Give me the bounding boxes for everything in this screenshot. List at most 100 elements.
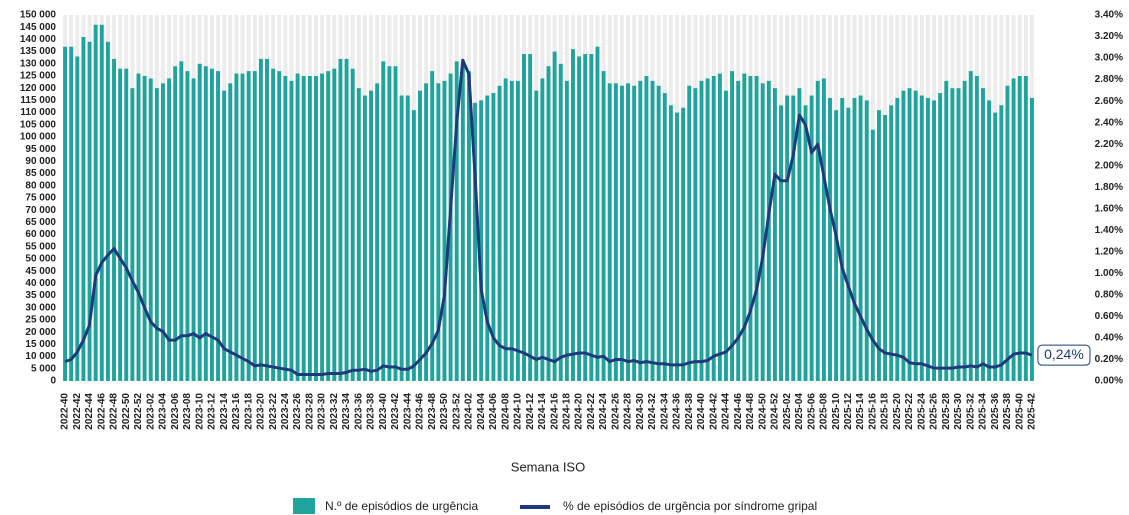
x-tick-label: 2025-16 — [867, 393, 878, 430]
legend-label: % de episódios de urgência por síndrome … — [563, 499, 817, 513]
bar — [399, 95, 404, 382]
x-tick-label: 2023-34 — [341, 393, 352, 430]
y-tick-label: 85 000 — [25, 168, 56, 179]
y-tick-label: 80 000 — [25, 180, 56, 191]
bar — [601, 71, 606, 382]
y-tick-label: 90 000 — [25, 156, 56, 167]
bar — [283, 76, 288, 381]
x-tick-label: 2023-14 — [219, 393, 230, 430]
bar — [130, 88, 135, 381]
x-tick-label: 2024-50 — [757, 393, 768, 430]
x-tick-label: 2025-10 — [831, 393, 842, 430]
y-tick-label: 35 000 — [25, 290, 56, 301]
x-tick-label: 2023-16 — [231, 393, 242, 430]
bar — [546, 66, 551, 382]
bar — [944, 80, 949, 381]
x-tick-label: 2024-44 — [721, 393, 732, 430]
bar — [650, 80, 655, 381]
bar — [613, 83, 618, 381]
bar — [1029, 97, 1034, 382]
x-tick-label: 2024-14 — [537, 393, 548, 430]
x-tick-label: 2025-30 — [953, 393, 964, 430]
bar — [148, 78, 153, 381]
x-tick-label: 2023-30 — [317, 393, 328, 430]
bar — [424, 83, 429, 381]
annotation-box — [1037, 344, 1091, 366]
bar — [191, 78, 196, 381]
y-tick-label: 95 000 — [25, 144, 56, 155]
bar — [69, 46, 74, 381]
y-tick-label: 100 000 — [20, 132, 57, 143]
x-tick-label: 2023-40 — [378, 393, 389, 430]
y-tick-label: 55 000 — [25, 241, 56, 252]
bar — [577, 56, 582, 381]
bar — [369, 90, 373, 381]
x-tick-label: 2024-46 — [733, 393, 744, 430]
x-tick-label: 2023-22 — [268, 393, 279, 430]
bar — [558, 63, 563, 382]
bar — [381, 61, 386, 382]
bar — [491, 93, 496, 381]
bar — [362, 95, 367, 382]
bar — [968, 71, 973, 382]
bar — [919, 95, 924, 382]
bar — [234, 73, 239, 381]
bar — [540, 78, 545, 381]
bar — [301, 76, 306, 381]
bar — [515, 80, 520, 381]
bar — [913, 90, 918, 381]
y2-tick-label: 3.00% — [1095, 53, 1123, 64]
y2-tick-label: 3.40% — [1095, 10, 1123, 21]
bar — [173, 66, 178, 382]
x-tick-label: 2022-46 — [96, 393, 107, 430]
x-tick-label: 2023-50 — [439, 393, 450, 430]
bar — [154, 88, 159, 381]
x-tick-label: 2023-32 — [329, 393, 340, 430]
bar — [589, 54, 594, 381]
x-tick-label: 2022-50 — [121, 393, 132, 430]
bar — [203, 66, 208, 382]
bar — [228, 83, 233, 381]
x-tick-label: 2024-06 — [488, 393, 499, 430]
bar — [724, 90, 728, 381]
x-tick-label: 2023-04 — [158, 393, 169, 430]
bar — [320, 73, 325, 381]
y2-tick-label: 0.00% — [1095, 376, 1123, 387]
y2-tick-label: 2.20% — [1095, 139, 1123, 150]
bar — [497, 85, 502, 381]
y-tick-label: 0 — [50, 376, 56, 387]
x-tick-label: 2023-48 — [427, 393, 438, 430]
bar — [938, 93, 943, 381]
bar — [907, 88, 912, 381]
y-tick-label: 125 000 — [20, 71, 57, 82]
bar — [681, 107, 686, 381]
x-tick-label: 2025-40 — [1014, 393, 1025, 430]
bar — [436, 83, 441, 381]
x-tick-label: 2024-52 — [770, 393, 781, 430]
bar — [454, 61, 459, 382]
bar — [466, 71, 471, 382]
bar — [662, 93, 667, 381]
x-tick-label: 2024-40 — [696, 393, 707, 430]
bar — [387, 66, 392, 382]
bar — [442, 80, 447, 381]
bar — [99, 24, 104, 381]
x-tick-label: 2024-28 — [623, 393, 634, 430]
x-tick-label: 2025-06 — [806, 393, 817, 430]
bar — [289, 80, 294, 381]
bar — [693, 88, 698, 381]
bar — [852, 97, 857, 382]
x-tick-label: 2024-12 — [525, 393, 536, 430]
bar — [797, 88, 802, 381]
bar — [656, 85, 661, 381]
y-tick-label: 45 000 — [25, 266, 56, 277]
bar — [528, 54, 533, 381]
bar — [821, 78, 826, 381]
y-tick-label: 75 000 — [25, 193, 56, 204]
bar — [785, 95, 790, 382]
bar — [711, 76, 716, 381]
y2-tick-label: 1.00% — [1095, 268, 1123, 279]
x-tick-label: 2024-30 — [635, 393, 646, 430]
x-tick-label: 2025-32 — [965, 393, 976, 430]
bar — [307, 76, 312, 381]
